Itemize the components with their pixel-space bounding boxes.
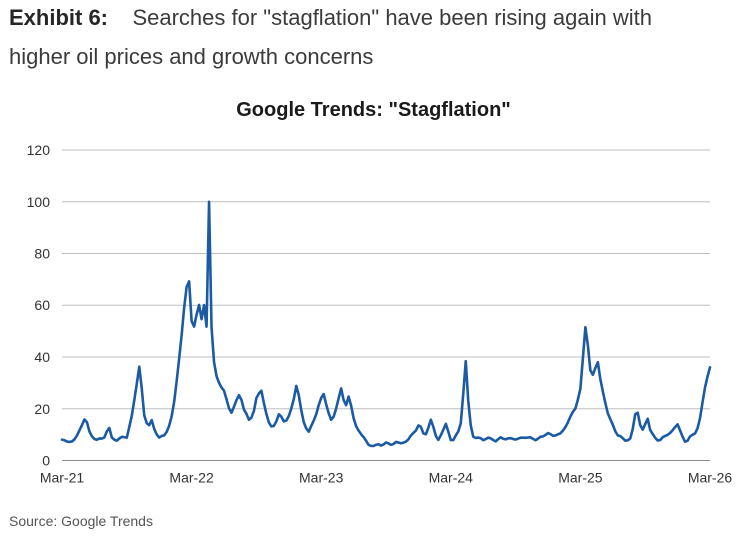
svg-text:20: 20 — [34, 401, 50, 417]
svg-text:0: 0 — [42, 453, 50, 469]
svg-text:100: 100 — [27, 194, 51, 210]
svg-text:Mar-24: Mar-24 — [429, 470, 474, 486]
svg-text:Mar-21: Mar-21 — [40, 470, 85, 486]
svg-text:Mar-23: Mar-23 — [299, 470, 344, 486]
svg-text:40: 40 — [34, 349, 50, 365]
svg-text:Mar-26: Mar-26 — [688, 470, 733, 486]
svg-text:Mar-22: Mar-22 — [169, 470, 214, 486]
svg-text:80: 80 — [34, 246, 50, 262]
svg-text:Mar-25: Mar-25 — [558, 470, 603, 486]
svg-text:60: 60 — [34, 297, 50, 313]
svg-text:120: 120 — [27, 142, 51, 158]
